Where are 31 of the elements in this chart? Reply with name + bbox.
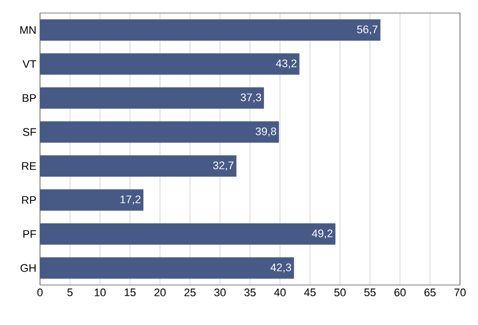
x-tick-label: 10 — [94, 288, 106, 296]
data-label: 56,7 — [357, 25, 378, 35]
x-tick-label: 50 — [334, 288, 346, 296]
y-tick-label: VT — [22, 60, 36, 68]
y-tick-label: RE — [22, 162, 36, 170]
data-label: 17,2 — [120, 195, 140, 205]
x-tick-label: 30 — [214, 288, 226, 296]
x-tick-label: 60 — [394, 288, 406, 296]
y-tick-label: GH — [20, 264, 36, 272]
y-tick-label: MN — [20, 26, 36, 34]
x-tick-label: 65 — [424, 288, 436, 296]
x-tick-label: 35 — [244, 288, 256, 296]
x-tick-label: 70 — [454, 288, 466, 296]
x-tick-label: 40 — [274, 288, 286, 296]
x-tick-label: 5 — [67, 288, 73, 296]
y-tick-label: RP — [22, 196, 36, 204]
y-tick-label: BP — [22, 94, 36, 102]
data-label: 49,2 — [312, 229, 332, 239]
data-label: 37,3 — [240, 93, 262, 103]
x-tick-label: 20 — [154, 288, 166, 296]
x-tick-label: 45 — [304, 288, 316, 296]
x-tick-label: 0 — [37, 288, 43, 296]
y-tick-label: PF — [23, 230, 36, 238]
data-label: 42,3 — [270, 263, 292, 273]
x-tick-label: 25 — [184, 288, 196, 296]
x-tick-label: 15 — [124, 288, 136, 296]
y-tick-label: SF — [22, 128, 36, 136]
data-label: 32,7 — [213, 161, 234, 171]
data-label: 43,2 — [276, 59, 296, 69]
x-tick-label: 55 — [364, 288, 376, 296]
data-label: 39,8 — [256, 127, 276, 137]
